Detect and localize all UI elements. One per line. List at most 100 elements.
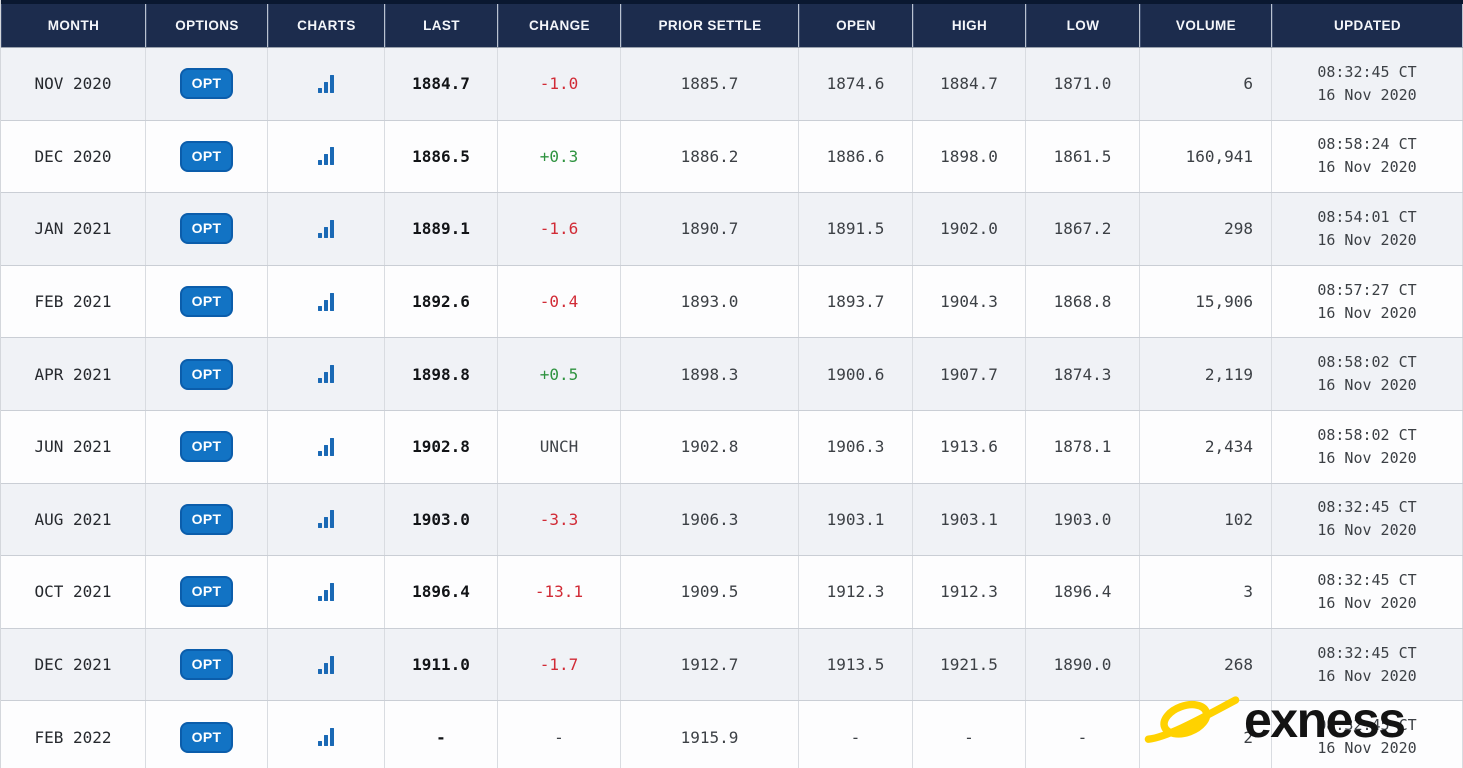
- options-button[interactable]: OPT: [179, 358, 234, 390]
- open-cell: 1874.6: [799, 48, 913, 120]
- options-button[interactable]: OPT: [179, 649, 234, 681]
- updated-date: 16 Nov 2020: [1317, 230, 1417, 249]
- bar-chart-icon[interactable]: [318, 147, 334, 166]
- volume-cell: 2: [1140, 701, 1272, 768]
- bar-chart-icon[interactable]: [318, 365, 334, 384]
- updated-cell: 08:32:45 CT 16 Nov 2020: [1272, 556, 1463, 628]
- updated-cell: 08:32:45 CT 16 Nov 2020: [1272, 483, 1463, 556]
- last-cell: 1884.7: [385, 48, 498, 120]
- prior-settle-cell: 1898.3: [621, 338, 799, 410]
- change-cell: -1.7: [498, 628, 621, 701]
- change-cell: -3.3: [498, 483, 621, 556]
- updated-date: 16 Nov 2020: [1317, 521, 1417, 540]
- high-cell: 1903.1: [913, 483, 1026, 556]
- bar-chart-icon[interactable]: [318, 74, 334, 93]
- col-header-month: MONTH: [1, 4, 146, 47]
- month-cell: NOV 2020: [1, 48, 146, 120]
- table-row: DEC 2020 OPT 1886.5 +0.3 1886.2 1886.6 1…: [1, 120, 1463, 194]
- updated-cell: 08:32:45 CT 16 Nov 2020: [1272, 48, 1463, 120]
- options-cell: OPT: [146, 193, 268, 265]
- bar-chart-icon[interactable]: [318, 437, 334, 456]
- low-cell: 1890.0: [1026, 628, 1140, 701]
- options-button[interactable]: OPT: [179, 721, 234, 753]
- low-cell: 1878.1: [1026, 410, 1140, 483]
- high-cell: -: [913, 701, 1026, 768]
- updated-cell: 08:57:27 CT 16 Nov 2020: [1272, 265, 1463, 338]
- change-cell: -0.4: [498, 265, 621, 338]
- change-cell: -13.1: [498, 556, 621, 628]
- col-header-low: LOW: [1026, 4, 1140, 47]
- open-cell: 1891.5: [799, 193, 913, 265]
- options-button[interactable]: OPT: [179, 503, 234, 535]
- updated-date: 16 Nov 2020: [1317, 158, 1417, 177]
- options-button[interactable]: OPT: [179, 286, 234, 318]
- updated-date: 16 Nov 2020: [1317, 376, 1417, 395]
- open-cell: -: [799, 701, 913, 768]
- updated-cell: 08:54:01 CT 16 Nov 2020: [1272, 193, 1463, 265]
- options-cell: OPT: [146, 556, 268, 628]
- options-button[interactable]: OPT: [179, 213, 234, 245]
- charts-cell: [268, 120, 385, 193]
- options-button[interactable]: OPT: [179, 140, 234, 172]
- bar-chart-icon[interactable]: [318, 292, 334, 311]
- month-cell: APR 2021: [1, 338, 146, 410]
- prior-settle-cell: 1915.9: [621, 701, 799, 768]
- volume-cell: 268: [1140, 628, 1272, 701]
- high-cell: 1913.6: [913, 410, 1026, 483]
- last-cell: -: [385, 701, 498, 768]
- table-row: OCT 2021 OPT 1896.4 -13.1 1909.5 1912.3 …: [1, 556, 1463, 629]
- month-cell: DEC 2021: [1, 628, 146, 701]
- options-button[interactable]: OPT: [179, 576, 234, 608]
- updated-date: 16 Nov 2020: [1317, 739, 1417, 758]
- low-cell: 1896.4: [1026, 556, 1140, 628]
- bar-chart-icon[interactable]: [318, 219, 334, 238]
- options-button[interactable]: OPT: [179, 431, 234, 463]
- updated-time: 08:58:02 CT: [1317, 425, 1417, 444]
- col-header-last: LAST: [385, 4, 498, 47]
- volume-cell: 102: [1140, 483, 1272, 556]
- bar-chart-icon[interactable]: [318, 510, 334, 529]
- updated-cell: 08:32:45 CT 16 Nov 2020: [1272, 628, 1463, 701]
- updated-time: 08:32:45 CT: [1317, 570, 1417, 589]
- bar-chart-icon[interactable]: [318, 582, 334, 601]
- options-button[interactable]: OPT: [179, 68, 234, 100]
- last-cell: 1886.5: [385, 120, 498, 193]
- low-cell: -: [1026, 701, 1140, 768]
- last-cell: 1889.1: [385, 193, 498, 265]
- change-cell: -: [498, 701, 621, 768]
- table-row: NOV 2020 OPT 1884.7 -1.0 1885.7 1874.6 1…: [1, 48, 1463, 121]
- charts-cell: [268, 556, 385, 628]
- updated-date: 16 Nov 2020: [1317, 85, 1417, 104]
- open-cell: 1913.5: [799, 628, 913, 701]
- exness-wordmark: exness: [1244, 692, 1406, 748]
- charts-cell: [268, 628, 385, 701]
- month-cell: DEC 2020: [1, 120, 146, 193]
- prior-settle-cell: 1890.7: [621, 193, 799, 265]
- last-cell: 1903.0: [385, 483, 498, 556]
- change-cell: -1.0: [498, 48, 621, 120]
- table-row: APR 2021 OPT 1898.8 +0.5 1898.3 1900.6 1…: [1, 338, 1463, 411]
- options-cell: OPT: [146, 120, 268, 193]
- options-cell: OPT: [146, 701, 268, 768]
- prior-settle-cell: 1902.8: [621, 410, 799, 483]
- col-header-prior-settle: PRIOR SETTLE: [621, 4, 799, 47]
- bar-chart-icon[interactable]: [318, 655, 334, 674]
- prior-settle-cell: 1912.7: [621, 628, 799, 701]
- updated-date: 16 Nov 2020: [1317, 448, 1417, 467]
- high-cell: 1912.3: [913, 556, 1026, 628]
- updated-date: 16 Nov 2020: [1317, 666, 1417, 685]
- last-cell: 1902.8: [385, 410, 498, 483]
- open-cell: 1912.3: [799, 556, 913, 628]
- high-cell: 1884.7: [913, 48, 1026, 120]
- bar-chart-icon[interactable]: [318, 728, 334, 747]
- low-cell: 1874.3: [1026, 338, 1140, 410]
- month-cell: JUN 2021: [1, 410, 146, 483]
- updated-time: 08:54:01 CT: [1317, 207, 1417, 226]
- table-header-row: MONTH OPTIONS CHARTS LAST CHANGE PRIOR S…: [1, 0, 1463, 48]
- updated-time: 08:57:27 CT: [1317, 280, 1417, 299]
- prior-settle-cell: 1886.2: [621, 120, 799, 193]
- high-cell: 1904.3: [913, 265, 1026, 338]
- open-cell: 1900.6: [799, 338, 913, 410]
- high-cell: 1907.7: [913, 338, 1026, 410]
- col-header-volume: VOLUME: [1140, 4, 1272, 47]
